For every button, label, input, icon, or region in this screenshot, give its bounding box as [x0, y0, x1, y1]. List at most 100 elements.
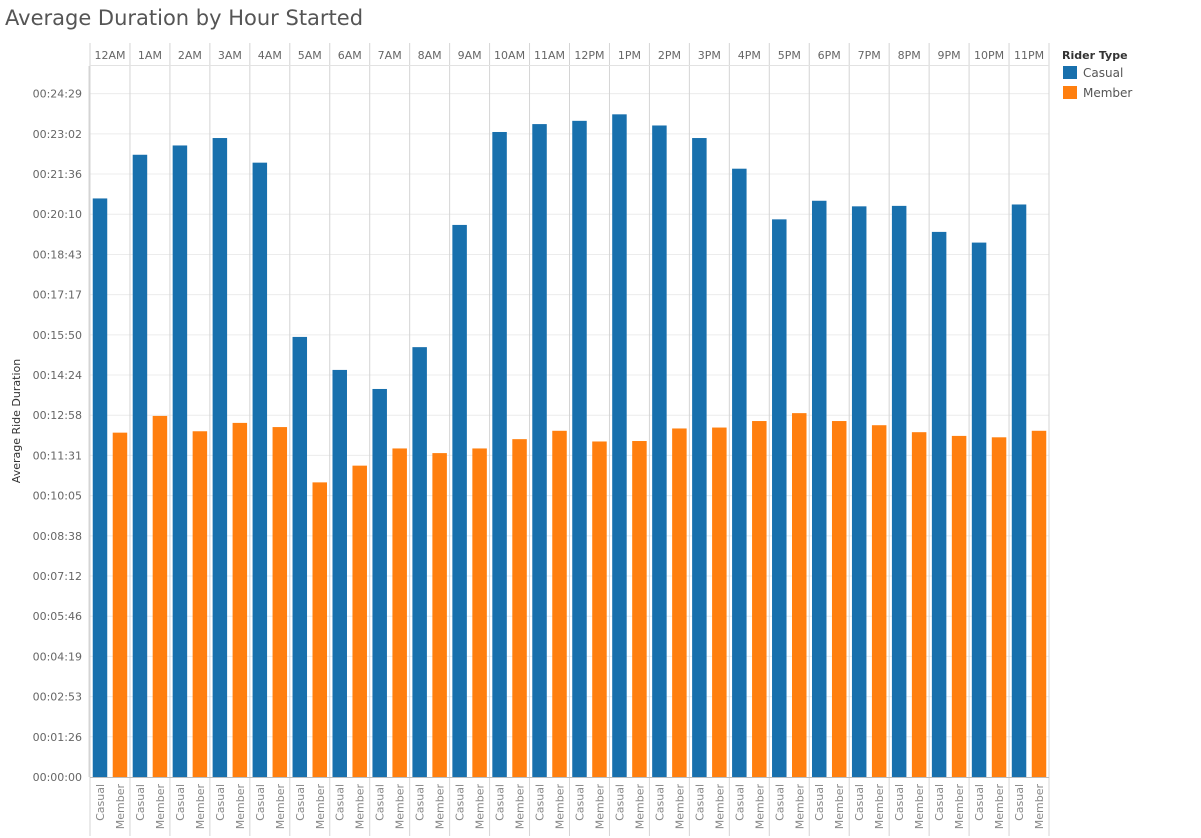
rider-type-label: Casual [693, 784, 706, 821]
rider-type-label: Member [953, 784, 966, 830]
hour-label-11pm: 11PM [1014, 49, 1044, 62]
rider-type-label: Member [234, 784, 247, 830]
hour-label-7pm: 7PM [858, 49, 881, 62]
y-tick-label: 00:14:24 [33, 369, 82, 382]
bar-member-8pm[interactable] [911, 432, 927, 777]
bar-casual-5am[interactable] [292, 336, 308, 777]
bar-member-5am[interactable] [312, 482, 328, 777]
y-tick-label: 00:08:38 [33, 530, 82, 543]
rider-type-label: Casual [534, 784, 547, 821]
bar-casual-8am[interactable] [412, 347, 427, 777]
bar-member-2pm[interactable] [672, 428, 687, 777]
y-tick-label: 00:07:12 [33, 570, 82, 583]
rider-type-label: Member [753, 784, 766, 830]
rider-type-label: Member [394, 784, 407, 830]
rider-type-label: Casual [334, 784, 347, 821]
rider-type-label: Casual [573, 784, 586, 821]
bar-casual-4pm[interactable] [732, 168, 747, 777]
rider-type-label: Member [554, 784, 567, 830]
bar-member-3pm[interactable] [712, 427, 727, 777]
legend-swatch-member[interactable] [1063, 86, 1077, 99]
bar-member-3am[interactable] [232, 422, 248, 777]
y-tick-label: 00:01:26 [33, 731, 82, 744]
rider-type-label: Casual [174, 784, 187, 821]
bar-member-9pm[interactable] [951, 435, 967, 777]
bar-casual-2pm[interactable] [652, 125, 667, 777]
bar-casual-9am[interactable] [452, 224, 467, 777]
bar-casual-12pm[interactable] [572, 120, 587, 777]
rider-type-label: Casual [374, 784, 387, 821]
y-tick-label: 00:18:43 [33, 248, 82, 261]
bar-casual-4am[interactable] [252, 162, 268, 778]
bar-member-6pm[interactable] [831, 421, 847, 777]
bar-member-10pm[interactable] [991, 437, 1007, 777]
bar-member-7pm[interactable] [871, 425, 887, 777]
bar-member-9am[interactable] [472, 448, 487, 777]
bar-member-5pm[interactable] [792, 413, 807, 777]
y-tick-label: 00:12:58 [33, 409, 82, 422]
hour-label-8am: 8AM [418, 49, 442, 62]
bar-casual-7pm[interactable] [851, 206, 867, 777]
bar-casual-12am[interactable] [92, 198, 108, 778]
bar-member-12pm[interactable] [592, 441, 607, 777]
rider-type-label: Member [673, 784, 686, 830]
bar-casual-2am[interactable] [172, 145, 188, 777]
rider-type-label: Member [833, 784, 846, 830]
rider-type-label: Member [793, 784, 806, 830]
hour-label-9pm: 9PM [938, 49, 961, 62]
bar-casual-5pm[interactable] [772, 219, 787, 778]
y-tick-label: 00:21:36 [33, 168, 82, 181]
rider-type-label: Casual [933, 784, 946, 821]
bar-casual-6pm[interactable] [811, 200, 827, 777]
bar-member-6am[interactable] [352, 465, 367, 777]
bar-member-11pm[interactable] [1031, 430, 1047, 777]
bar-member-8am[interactable] [432, 453, 447, 777]
hour-label-12pm: 12PM [574, 49, 604, 62]
y-tick-label: 00:23:02 [33, 128, 82, 141]
bar-casual-1am[interactable] [132, 154, 148, 778]
hour-label-9am: 9AM [458, 49, 482, 62]
bar-casual-11am[interactable] [532, 124, 547, 777]
rider-type-label: Member [314, 784, 327, 830]
bar-casual-7am[interactable] [372, 388, 387, 777]
bar-member-1am[interactable] [152, 415, 168, 777]
legend[interactable]: Rider Type Casual Member [1062, 49, 1132, 100]
hour-label-1am: 1AM [138, 49, 162, 62]
bar-casual-3pm[interactable] [692, 138, 707, 777]
rider-type-label: Member [633, 784, 646, 830]
y-tick-label: 00:20:10 [33, 208, 82, 221]
bar-casual-10pm[interactable] [971, 242, 987, 777]
y-tick-label: 00:15:50 [33, 329, 82, 342]
hour-label-5pm: 5PM [778, 49, 801, 62]
legend-label-casual[interactable]: Casual [1083, 66, 1123, 80]
y-axis-title: Average Ride Duration [10, 359, 23, 483]
hour-label-3pm: 3PM [698, 49, 721, 62]
bar-casual-11pm[interactable] [1011, 204, 1027, 777]
hour-label-6pm: 6PM [818, 49, 841, 62]
bar-casual-6am[interactable] [332, 369, 347, 777]
bar-casual-10am[interactable] [492, 131, 507, 778]
bar-casual-1pm[interactable] [612, 114, 627, 778]
bar-member-4pm[interactable] [752, 421, 767, 777]
rider-type-label: Member [154, 784, 167, 830]
hour-label-7am: 7AM [378, 49, 402, 62]
y-tick-label: 00:17:17 [33, 289, 82, 302]
bar-casual-9pm[interactable] [931, 231, 947, 777]
hour-label-5am: 5AM [298, 49, 322, 62]
hour-label-11am: 11AM [534, 49, 565, 62]
bar-member-4am[interactable] [272, 427, 288, 777]
legend-swatch-casual[interactable] [1063, 66, 1077, 79]
bar-member-11am[interactable] [552, 430, 567, 777]
bar-member-7am[interactable] [392, 448, 407, 777]
legend-label-member[interactable]: Member [1083, 86, 1132, 100]
bar-member-2am[interactable] [192, 431, 208, 777]
bar-casual-8pm[interactable] [891, 205, 907, 777]
bar-member-10am[interactable] [512, 439, 527, 777]
rider-type-label: Casual [1013, 784, 1026, 821]
bar-member-1pm[interactable] [632, 441, 647, 777]
y-tick-label: 00:00:00 [33, 771, 82, 784]
bar-casual-3am[interactable] [212, 138, 228, 777]
rider-type-label: Casual [294, 784, 307, 821]
bar-member-12am[interactable] [112, 432, 128, 777]
